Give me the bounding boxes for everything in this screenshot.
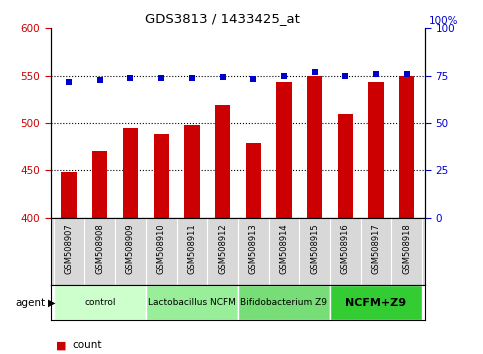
Bar <box>338 114 353 218</box>
Text: GSM508910: GSM508910 <box>156 223 166 274</box>
Text: GSM508907: GSM508907 <box>65 223 73 274</box>
Point <box>157 75 165 80</box>
Point <box>311 69 318 75</box>
Text: GSM508917: GSM508917 <box>371 223 381 274</box>
Text: GSM508916: GSM508916 <box>341 223 350 274</box>
Bar <box>184 125 199 218</box>
Bar <box>146 285 238 320</box>
Text: ■: ■ <box>56 340 66 350</box>
Text: GSM508911: GSM508911 <box>187 223 197 274</box>
Point <box>65 79 73 85</box>
Bar <box>92 152 108 218</box>
Point <box>188 75 196 80</box>
Text: count: count <box>72 340 102 350</box>
Bar <box>154 135 169 218</box>
Point <box>96 78 104 83</box>
Point <box>341 73 349 79</box>
Bar <box>276 82 292 218</box>
Text: GSM508912: GSM508912 <box>218 223 227 274</box>
Bar <box>61 172 77 218</box>
Text: agent: agent <box>16 298 46 308</box>
Bar <box>238 285 330 320</box>
Text: Bifidobacterium Z9: Bifidobacterium Z9 <box>241 298 327 307</box>
Point <box>219 74 227 79</box>
Text: GSM508908: GSM508908 <box>95 223 104 274</box>
Text: control: control <box>84 298 115 307</box>
Text: GDS3813 / 1433425_at: GDS3813 / 1433425_at <box>145 12 299 25</box>
Point <box>249 76 257 82</box>
Text: GSM508909: GSM508909 <box>126 223 135 274</box>
Bar <box>330 285 422 320</box>
Text: ▶: ▶ <box>48 298 56 308</box>
Text: 100%: 100% <box>429 16 458 27</box>
Bar <box>54 285 146 320</box>
Point <box>280 73 288 79</box>
Point <box>403 71 411 76</box>
Bar <box>399 76 414 218</box>
Text: GSM508914: GSM508914 <box>279 223 288 274</box>
Text: NCFM+Z9: NCFM+Z9 <box>345 298 407 308</box>
Bar <box>245 143 261 218</box>
Bar <box>215 105 230 218</box>
Text: Lactobacillus NCFM: Lactobacillus NCFM <box>148 298 236 307</box>
Bar <box>368 82 384 218</box>
Bar <box>307 76 322 218</box>
Text: GSM508918: GSM508918 <box>402 223 411 274</box>
Bar <box>123 128 138 218</box>
Point <box>127 75 134 80</box>
Point <box>372 71 380 76</box>
Text: GSM508913: GSM508913 <box>249 223 258 274</box>
Text: GSM508915: GSM508915 <box>310 223 319 274</box>
